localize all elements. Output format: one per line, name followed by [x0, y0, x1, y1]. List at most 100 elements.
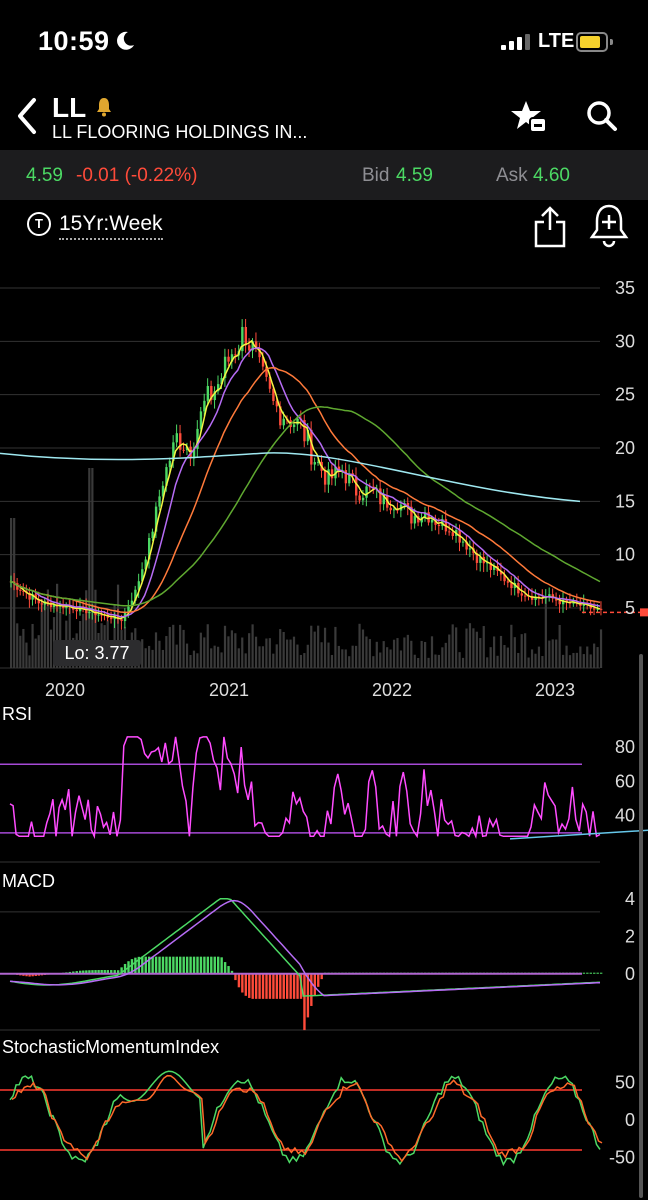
- candle-body: [268, 376, 272, 389]
- volume-bar: [165, 636, 168, 668]
- volume-bar: [56, 583, 59, 668]
- volume-bar: [424, 641, 427, 668]
- volume-bar: [244, 653, 247, 668]
- candle-body: [141, 569, 144, 582]
- volume-bar: [286, 639, 289, 668]
- macd-histogram-bar: [79, 970, 82, 974]
- candle-body: [49, 602, 53, 608]
- macd-histogram-bar: [593, 972, 596, 974]
- timeframe-icon[interactable]: T: [27, 212, 51, 236]
- ma-line-cyan: [0, 452, 581, 503]
- candle-body: [22, 590, 25, 592]
- volume-bar: [568, 655, 572, 668]
- volume-bar: [368, 639, 371, 668]
- candle-body: [134, 589, 137, 601]
- clock: 10:59: [38, 26, 110, 56]
- y-tick-label: 15: [615, 491, 635, 511]
- volume-bar: [551, 639, 554, 668]
- candle-body: [599, 608, 603, 610]
- candle-body: [427, 512, 430, 523]
- candle-body: [158, 496, 161, 507]
- volume-bar: [241, 637, 244, 668]
- scrollbar[interactable]: [639, 654, 643, 1198]
- volume-bar: [299, 654, 302, 668]
- volume-bar: [448, 634, 451, 668]
- trendline: [509, 829, 648, 840]
- volume-bar: [317, 625, 320, 668]
- volume-bar: [372, 656, 375, 668]
- volume-bar: [168, 626, 171, 668]
- macd-histogram-bar: [317, 973, 320, 987]
- volume-bar: [272, 653, 275, 668]
- volume-bar: [13, 518, 16, 668]
- macd-histogram-bar: [582, 972, 586, 974]
- volume-bar: [351, 645, 354, 668]
- volume-bar: [582, 654, 585, 668]
- volume-bar: [279, 629, 282, 668]
- ma-line-purple: [9, 347, 601, 618]
- volume-bar: [189, 654, 192, 668]
- volume-bar: [210, 648, 213, 668]
- search-icon[interactable]: [584, 98, 620, 134]
- volume-bar: [182, 629, 185, 668]
- volume-bar: [503, 645, 506, 668]
- candle-body: [596, 608, 599, 610]
- macd-histogram-bar: [85, 970, 88, 974]
- macd-histogram-bar: [244, 973, 247, 996]
- smi-tick-label: 0: [625, 1110, 635, 1130]
- volume-bar: [151, 649, 154, 668]
- macd-histogram-bar: [34, 973, 37, 976]
- volume-bar: [275, 644, 278, 668]
- volume-bar: [410, 640, 413, 668]
- macd-histogram-bar: [313, 973, 316, 996]
- volume-bar: [223, 625, 227, 668]
- candle-body: [337, 466, 341, 471]
- candle-body: [116, 615, 120, 620]
- back-chevron-icon[interactable]: [14, 96, 40, 136]
- candle-body: [254, 341, 258, 349]
- candle-body: [382, 494, 385, 505]
- volume-bar: [562, 654, 565, 668]
- volume-bar: [88, 468, 91, 668]
- volume-bar: [46, 589, 49, 668]
- volume-bar: [22, 628, 25, 668]
- macd-histogram-bar: [172, 956, 175, 974]
- candle-body: [310, 429, 313, 465]
- share-icon[interactable]: [530, 204, 570, 250]
- watchlist-star-icon[interactable]: [510, 98, 548, 136]
- volume-bar: [341, 649, 344, 668]
- quote-bar: 4.59 -0.01 (-0.22%) Bid 4.59 Ask 4.60: [0, 150, 648, 200]
- last-price-marker: [640, 608, 648, 617]
- rsi-tick-label: 80: [615, 737, 635, 757]
- volume-bar: [472, 628, 475, 668]
- volume-bar: [379, 652, 382, 668]
- candle-body: [327, 469, 330, 485]
- candle-body: [265, 366, 268, 377]
- volume-bar: [468, 623, 472, 668]
- macd-histogram-bar: [199, 956, 203, 974]
- volume-bar: [196, 653, 199, 668]
- timeframe-selector[interactable]: 15Yr:Week: [59, 212, 163, 240]
- volume-bar: [348, 656, 351, 668]
- alert-add-icon[interactable]: [588, 202, 630, 248]
- macd-histogram-bar: [258, 973, 261, 999]
- candle-body: [161, 485, 165, 497]
- macd-histogram-bar: [599, 972, 603, 974]
- volume-bar: [486, 657, 489, 668]
- bid-value: 4.59: [396, 165, 433, 186]
- macd-histogram-bar: [241, 973, 244, 993]
- candle-body: [503, 574, 506, 582]
- candle-body: [182, 449, 185, 451]
- volume-bar: [330, 654, 334, 668]
- y-tick-label: 35: [615, 278, 635, 298]
- candle-body: [206, 386, 210, 401]
- candle-body: [448, 531, 451, 533]
- volume-bar: [59, 611, 62, 668]
- ask-value: 4.60: [533, 165, 570, 186]
- macd-histogram-bar: [203, 956, 206, 974]
- candle-body: [40, 603, 44, 605]
- header: LL LL FLOORING HOLDINGS IN...: [0, 84, 648, 150]
- macd-histogram-bar: [589, 972, 592, 974]
- volume-bar: [493, 636, 496, 668]
